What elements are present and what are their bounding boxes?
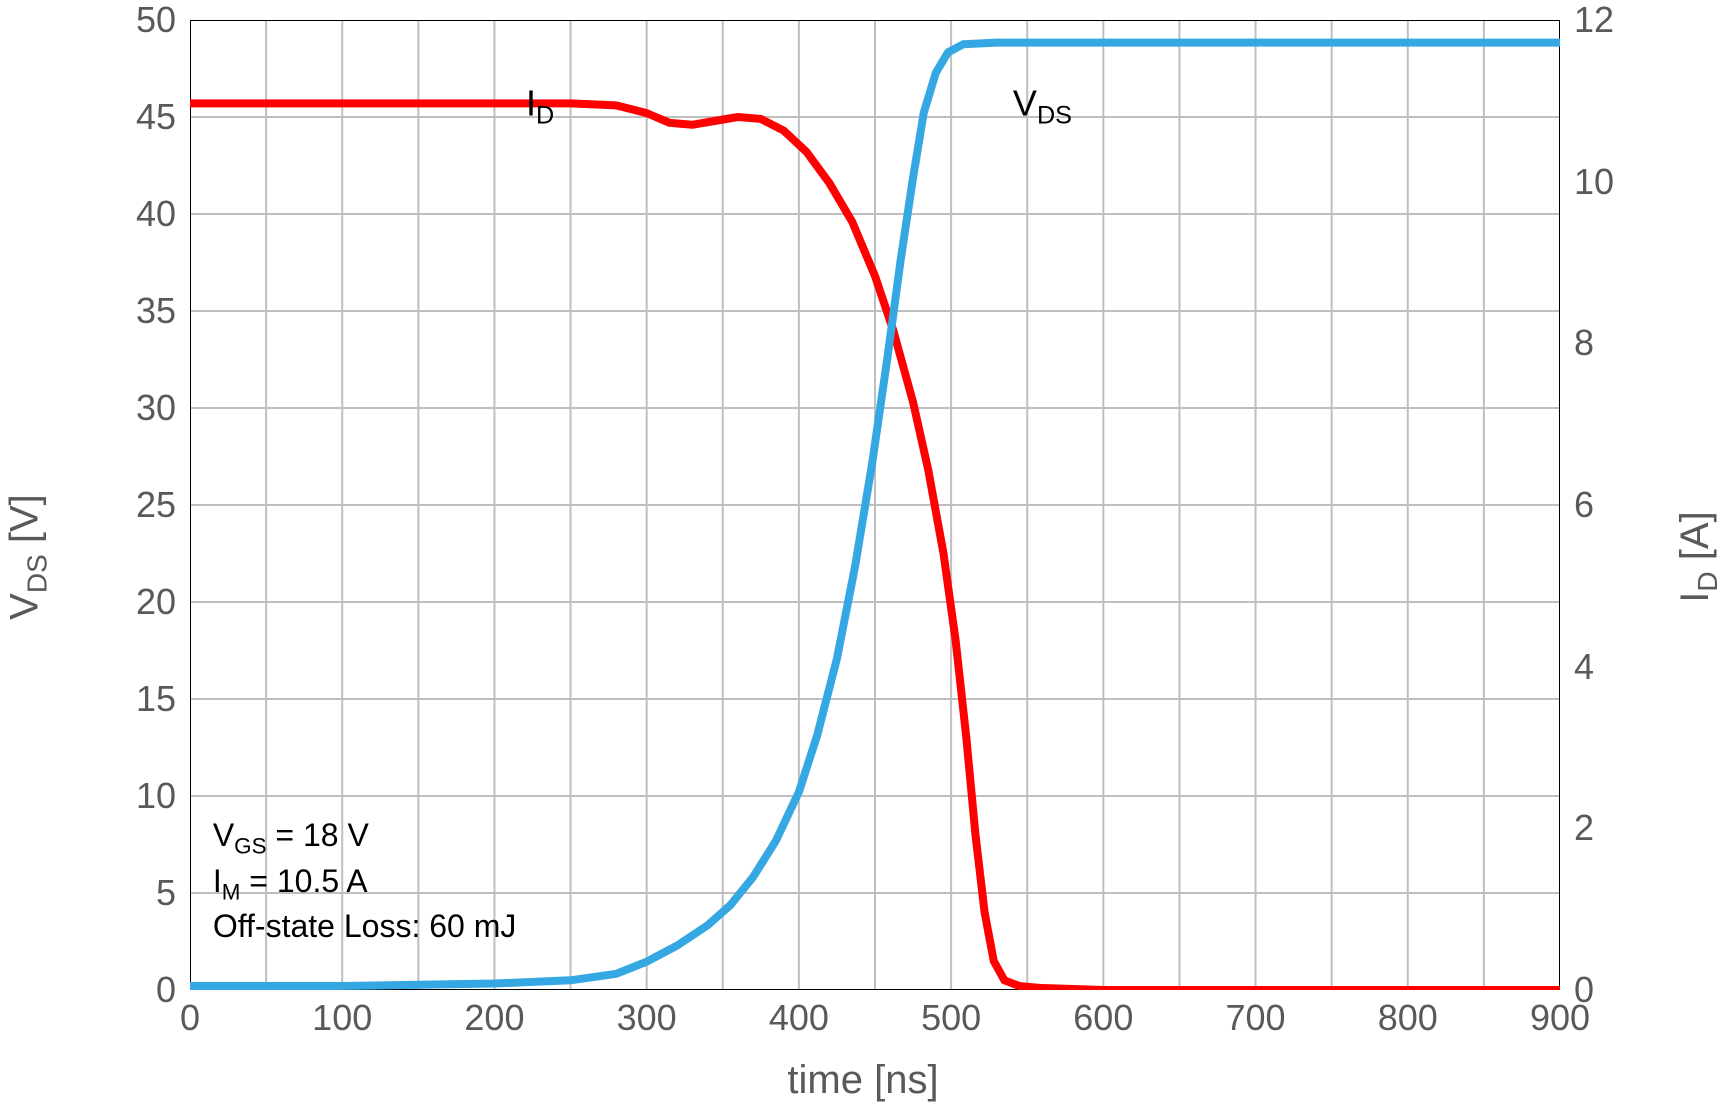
tick-label: 400 [769, 1000, 829, 1036]
tick-label: 0 [180, 1000, 200, 1036]
tick-label: 6 [1574, 487, 1594, 523]
tick-label: 45 [136, 99, 176, 135]
y-left-axis-label: VDS [V] [5, 494, 52, 620]
legend-line: IM = 10.5 A [213, 861, 517, 906]
tick-label: 8 [1574, 325, 1594, 361]
y-right-axis-label: ID [A] [1675, 511, 1722, 602]
tick-label: 600 [1073, 1000, 1133, 1036]
tick-label: 5 [156, 875, 176, 911]
tick-label: 2 [1574, 810, 1594, 846]
tick-label: 300 [617, 1000, 677, 1036]
tick-label: 0 [156, 972, 176, 1008]
tick-label: 12 [1574, 2, 1614, 38]
tick-label: 4 [1574, 649, 1594, 685]
tick-label: 900 [1530, 1000, 1590, 1036]
tick-label: 100 [312, 1000, 372, 1036]
legend-line: Off-state Loss: 60 mJ [213, 906, 517, 946]
tick-label: 50 [136, 2, 176, 38]
tick-label: 25 [136, 487, 176, 523]
tick-label: 200 [464, 1000, 524, 1036]
mosfet-turn-on-chart: VDS [V] ID [A] time [ns] 051015202530354… [0, 0, 1726, 1113]
tick-label: 10 [1574, 164, 1614, 200]
legend-line: VGS = 18 V [213, 815, 517, 860]
tick-label: 15 [136, 681, 176, 717]
tick-label: 10 [136, 778, 176, 814]
tick-label: 30 [136, 390, 176, 426]
tick-label: 500 [921, 1000, 981, 1036]
tick-label: 20 [136, 584, 176, 620]
tick-label: 35 [136, 293, 176, 329]
x-axis-label: time [ns] [787, 1058, 938, 1103]
tick-label: 40 [136, 196, 176, 232]
conditions-legend: VGS = 18 VIM = 10.5 AOff-state Loss: 60 … [213, 815, 517, 946]
tick-label: 800 [1378, 1000, 1438, 1036]
tick-label: 700 [1226, 1000, 1286, 1036]
annotation-id: ID [526, 86, 554, 129]
annotation-vds: VDS [1013, 86, 1072, 129]
